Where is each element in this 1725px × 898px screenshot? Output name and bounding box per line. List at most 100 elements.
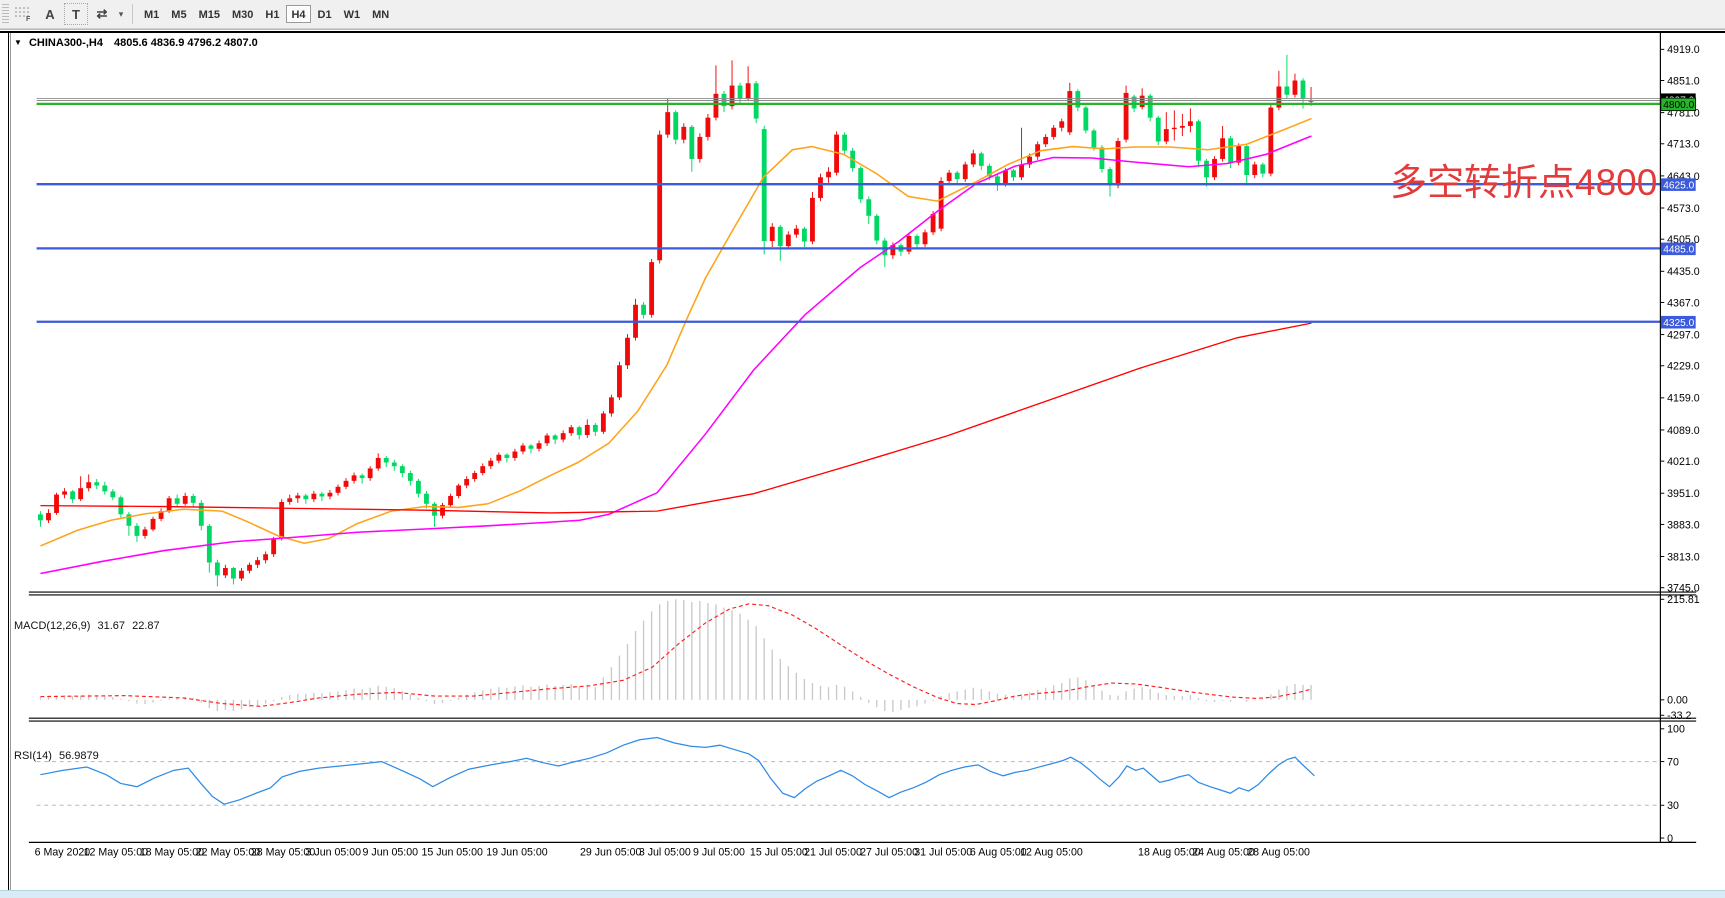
window-border [10, 33, 11, 890]
symbol-dropdown-icon[interactable]: ▼ [14, 38, 22, 47]
macd-tick-label: -33.2 [1667, 710, 1691, 722]
rsi-tick-label: 100 [1667, 724, 1685, 736]
timeframe-toolbar: M1 M5 M15 M30 H1 H4 D1 W1 MN [138, 0, 395, 28]
rsi-tick-label: 30 [1667, 800, 1679, 812]
price-tick-label: 4435.0 [1667, 266, 1700, 278]
rsi-name: RSI(14) [14, 750, 52, 762]
time-axis-label: 15 Jul 05:00 [750, 846, 808, 858]
time-axis-label: 3 Jul 05:00 [639, 846, 691, 858]
svg-text:F: F [26, 16, 31, 22]
price-tick-label: 3813.0 [1667, 551, 1700, 563]
grid-properties-icon[interactable]: F [10, 2, 36, 26]
timeframe-button-D1[interactable]: D1 [313, 5, 337, 23]
macd-indicator-label: MACD(12,26,9) 31.67 22.87 [14, 620, 164, 632]
price-tick-label: 3951.0 [1667, 488, 1700, 500]
time-axis-label: 22 May 05:00 [196, 846, 260, 858]
price-tick-label: 4919.0 [1667, 44, 1700, 56]
price-axis-layer: 4919.04851.04781.04713.04643.04573.04505… [1660, 44, 1700, 845]
timeframe-button-M15[interactable]: M15 [194, 5, 225, 23]
symbol-cycle-button[interactable]: ⇄ [90, 3, 114, 25]
time-axis-label: 3 Jun 05:00 [306, 846, 362, 858]
symbol-period-label: CHINA300-,H4 [28, 37, 103, 49]
price-tick-label: 4229.0 [1667, 361, 1700, 373]
macd-signal-value: 22.87 [132, 620, 160, 632]
timeframe-button-W1[interactable]: W1 [339, 5, 366, 23]
window-border [8, 33, 9, 890]
price-tick-label: 4781.0 [1667, 107, 1700, 119]
time-axis-label: 15 Jun 05:00 [421, 846, 483, 858]
time-axis-label: 21 Jul 05:00 [804, 846, 862, 858]
svg-text:4800.0: 4800.0 [1663, 100, 1694, 111]
price-tick-label: 3745.0 [1667, 583, 1700, 595]
timeframe-button-M30[interactable]: M30 [227, 5, 258, 23]
hline-price-label [1660, 242, 1696, 256]
macd-tick-label: 215.81 [1667, 594, 1700, 606]
time-axis-label: 19 Jun 05:00 [486, 846, 548, 858]
toolbar-grip[interactable] [2, 4, 9, 24]
ma-fast-line [40, 117, 1312, 547]
price-tick-label: 4367.0 [1667, 297, 1700, 309]
chart-info-bar[interactable]: ▼ CHINA300-,H4 4805.6 4836.9 4796.2 4807… [14, 37, 258, 49]
timeframe-button-H1[interactable]: H1 [260, 5, 284, 23]
font-tool-button[interactable]: A [38, 3, 62, 25]
grid-dots-glyph: F [15, 7, 31, 22]
price-tick-label: 4851.0 [1667, 75, 1700, 87]
rsi-tick-label: 0 [1667, 833, 1673, 845]
svg-text:4325.0: 4325.0 [1663, 318, 1694, 329]
time-axis-label: 6 Aug 05:00 [970, 846, 1027, 858]
time-axis-label: 9 Jul 05:00 [693, 846, 745, 858]
time-axis-label: 28 Aug 05:00 [1247, 846, 1310, 858]
chart-area[interactable]: 4919.0 4851.0 4781.0 4713.0 4643.0 4573.0 4505… [0, 30, 1725, 897]
time-axis-label: 12 Aug 05:00 [1020, 846, 1083, 858]
time-axis-label: 12 May 05:00 [84, 846, 148, 858]
timeframe-button-H4[interactable]: H4 [286, 5, 311, 23]
ma-slow-line [40, 322, 1312, 514]
rsi-value: 56.9879 [58, 750, 99, 762]
toolbar: F A T ⇄ ▾ M1 M5 M15 M30 H1 H4 D1 W1 MN [0, 0, 1725, 29]
time-axis-label: 18 May 05:00 [140, 846, 204, 858]
macd-pane-layer [39, 599, 1312, 712]
time-axis-label: 24 Aug 05:00 [1192, 846, 1255, 858]
hline-price-label [1660, 178, 1696, 191]
time-axis-label: 28 May 05:00 [251, 846, 315, 858]
time-axis-label: 31 Jul 05:00 [914, 846, 972, 858]
price-tick-label: 4297.0 [1667, 329, 1700, 341]
status-strip [0, 890, 1725, 898]
annotation-text: 多空转折点4800 [1390, 162, 1658, 203]
macd-name: MACD(12,26,9) [14, 620, 91, 632]
toolbar-separator [132, 4, 133, 24]
time-axis-label: 27 Jul 05:00 [860, 846, 918, 858]
timeframe-button-M1[interactable]: M1 [139, 5, 164, 23]
price-tick-label: 4089.0 [1667, 425, 1700, 437]
rsi-pane-layer [36, 736, 1661, 806]
hline-price-label [1660, 97, 1697, 112]
horizontal-lines-layer [36, 98, 1661, 323]
text-label-tool-button[interactable]: T [64, 3, 88, 25]
dropdown-caret-icon[interactable]: ▾ [118, 8, 124, 19]
hline-price-label [1660, 315, 1696, 329]
price-tick-label: 4021.0 [1667, 456, 1700, 468]
frame-layer [28, 32, 1697, 843]
rsi-indicator-label: RSI(14) 56.9879 [14, 750, 103, 762]
price-tick-label: 4713.0 [1667, 139, 1700, 151]
time-axis-label: 6 May 2020 [35, 846, 91, 858]
svg-text:4625.0: 4625.0 [1663, 181, 1694, 192]
svg-text:4485.0: 4485.0 [1663, 245, 1694, 256]
macd-tick-label: 0.00 [1667, 695, 1688, 707]
chart-canvas[interactable]: 4919.04851.04781.04713.04643.04573.04505… [0, 30, 1725, 897]
ma-mid-line [40, 135, 1312, 575]
moving-averages-layer [40, 117, 1312, 575]
timeframe-button-MN[interactable]: MN [367, 5, 394, 23]
ohlc-readout: 4805.6 4836.9 4796.2 4807.0 [114, 37, 258, 49]
window-border [0, 29, 1725, 30]
rsi-tick-label: 70 [1667, 756, 1679, 768]
time-axis-label: 18 Aug 05:00 [1138, 846, 1201, 858]
timeframe-button-M5[interactable]: M5 [166, 5, 191, 23]
time-axis-label: 9 Jun 05:00 [363, 846, 419, 858]
macd-signal-line [40, 603, 1312, 707]
price-tick-label: 3883.0 [1667, 519, 1700, 531]
time-axis-label: 29 Jun 05:00 [580, 846, 642, 858]
macd-main-value: 31.67 [97, 620, 126, 632]
price-tick-label: 4573.0 [1667, 203, 1700, 215]
